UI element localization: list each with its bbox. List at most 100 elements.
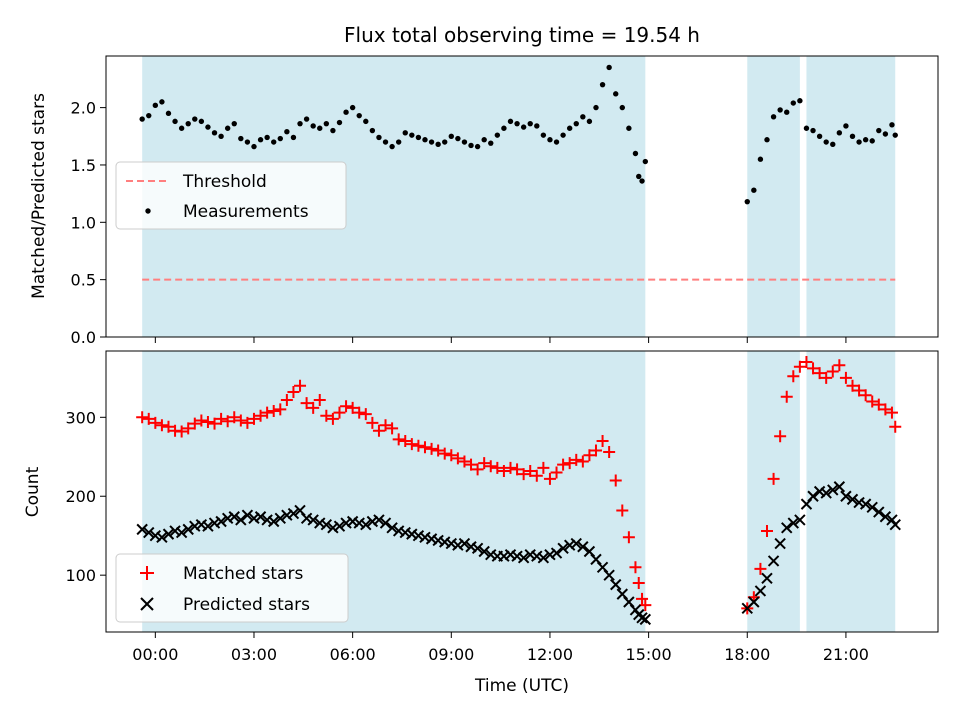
bottom-y-axis-ticks: 100 200 300: [65, 408, 106, 585]
measurement-point: [336, 119, 343, 126]
predicted-star-point: [274, 512, 286, 525]
measurement-point: [474, 143, 481, 150]
matched-stars-legend-label: Matched stars: [183, 564, 303, 584]
bottom-observing-windows: [142, 351, 896, 632]
matched-star-point: [280, 393, 293, 406]
predicted-star-point: [748, 596, 760, 608]
measurement-point: [218, 133, 224, 139]
y-tick-label: 0.0: [71, 328, 96, 347]
measurement-point: [797, 98, 803, 104]
measurement-point: [560, 132, 566, 138]
predicted-star-point: [754, 585, 767, 597]
matched-star-point: [820, 371, 833, 384]
matched-star-point: [609, 474, 622, 487]
predicted-star-point: [767, 555, 780, 567]
observing-window-3: [806, 56, 896, 337]
y-tick-label: 2.0: [71, 99, 96, 118]
measurement-point: [238, 135, 244, 142]
measurement-point: [224, 125, 231, 131]
bottom-x-axis-ticks: 00:00 03:00 06:00 09:00 12:00 15:00 18:00 21:00: [132, 632, 869, 664]
measurement-point: [395, 139, 402, 145]
matched-star-point: [182, 422, 195, 435]
measurement-point: [573, 120, 579, 127]
predicted-star-point: [853, 496, 865, 509]
predicted-star-point: [156, 531, 168, 543]
measurement-point: [636, 173, 642, 180]
measurement-point: [290, 134, 297, 141]
matched-star-point: [589, 444, 602, 457]
measurement-point: [593, 104, 599, 111]
matched-star-point: [866, 395, 879, 408]
predicted-star-point: [136, 523, 148, 536]
y-tick-label: 0.5: [71, 271, 96, 290]
predicted-star-point: [386, 522, 398, 534]
measurement-point: [178, 125, 185, 131]
predicted-star-point: [406, 528, 418, 540]
predicted-star-point: [419, 531, 431, 543]
predicted-star-point: [471, 542, 484, 555]
predicted-star-point: [787, 517, 800, 529]
matched-star-point: [889, 420, 902, 433]
x-tick-label: 12:00: [527, 645, 573, 664]
matched-star-point: [813, 367, 826, 380]
predicted-star-point: [215, 515, 227, 528]
matched-star-point: [465, 458, 478, 471]
measurement-point: [428, 139, 435, 145]
y-tick-label: 1.0: [71, 213, 96, 232]
matched-star-point: [287, 386, 300, 399]
measurement-point: [626, 125, 632, 131]
predicted-star-point: [813, 485, 826, 498]
predicted-star-point: [340, 517, 352, 529]
measurement-point: [843, 123, 849, 129]
measurement-point: [481, 137, 487, 143]
measurement-point: [264, 134, 270, 141]
matched-star-point: [155, 419, 168, 432]
matched-star-point: [188, 417, 201, 430]
matched-star-point: [241, 416, 254, 429]
measurement-point: [514, 120, 520, 127]
matched-star-point: [399, 434, 412, 447]
matched-star-point: [622, 531, 635, 544]
predicted-star-point: [636, 612, 648, 624]
top-legend-box: [115, 161, 347, 230]
predicted-star-point: [432, 534, 444, 547]
predicted-star-point: [241, 509, 254, 521]
predicted-star-point: [195, 518, 208, 531]
predicted-star-point: [603, 569, 615, 581]
matched-star-point: [386, 422, 399, 435]
measurement-point: [547, 137, 553, 143]
matched-star-point: [517, 468, 530, 481]
predicted-star-point: [143, 526, 155, 539]
predicted-star-point: [524, 548, 536, 561]
measurement-point: [382, 139, 389, 145]
predicted-star-point: [169, 525, 181, 537]
y-tick-label: 100: [65, 566, 96, 585]
matched-star-point: [136, 411, 149, 424]
measurement-point: [619, 104, 626, 111]
bottom-legend-box: [115, 553, 349, 623]
predicted-star-point: [485, 548, 497, 561]
measurement-point: [882, 131, 889, 137]
matched-star-point: [639, 599, 652, 612]
predicted-star-point: [373, 514, 385, 526]
predicted-star-point: [846, 493, 859, 506]
measurement-point: [409, 132, 415, 138]
predicted-star-point: [379, 517, 392, 529]
predicted-star-point: [517, 552, 530, 564]
matched-star-point: [458, 455, 471, 468]
matched-star-point: [313, 393, 326, 406]
x-tick-label: 15:00: [626, 645, 672, 664]
predicted-star-point: [353, 517, 365, 529]
matched-star-point: [149, 416, 162, 429]
measurement-point: [356, 112, 362, 119]
predicted-star-point: [248, 512, 260, 525]
matched-star-point: [807, 362, 820, 375]
matched-star-point: [596, 434, 609, 447]
measurement-point: [172, 118, 178, 125]
measurement-point: [448, 133, 454, 139]
measurement-point: [553, 139, 560, 145]
measurement-point: [205, 124, 211, 130]
predicted-star-point: [840, 490, 852, 502]
predicted-star-point: [254, 511, 267, 523]
measurement-point: [159, 99, 165, 105]
